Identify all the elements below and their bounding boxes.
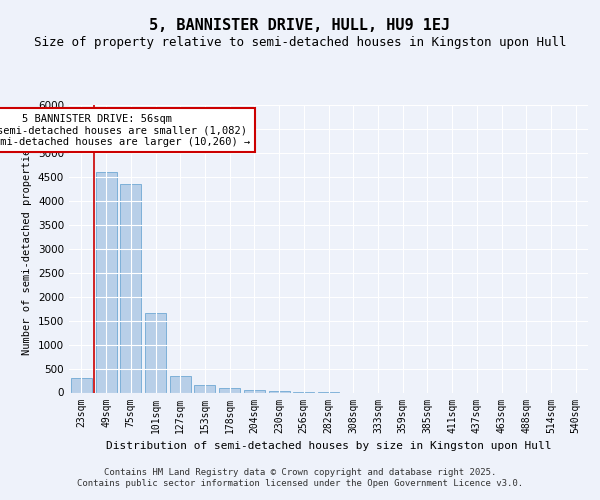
Bar <box>170 376 191 392</box>
Text: Contains HM Land Registry data © Crown copyright and database right 2025.
Contai: Contains HM Land Registry data © Crown c… <box>77 468 523 487</box>
Bar <box>95 172 116 392</box>
Bar <box>244 390 265 392</box>
Y-axis label: Number of semi-detached properties: Number of semi-detached properties <box>22 142 32 355</box>
Bar <box>120 184 141 392</box>
Text: 5, BANNISTER DRIVE, HULL, HU9 1EJ: 5, BANNISTER DRIVE, HULL, HU9 1EJ <box>149 18 451 32</box>
Text: 5 BANNISTER DRIVE: 56sqm
← 9% of semi-detached houses are smaller (1,082)
89% of: 5 BANNISTER DRIVE: 56sqm ← 9% of semi-de… <box>0 114 250 147</box>
Bar <box>145 314 166 392</box>
Bar <box>194 386 215 392</box>
Bar <box>219 388 240 392</box>
Text: Size of property relative to semi-detached houses in Kingston upon Hull: Size of property relative to semi-detach… <box>34 36 566 49</box>
X-axis label: Distribution of semi-detached houses by size in Kingston upon Hull: Distribution of semi-detached houses by … <box>106 441 551 451</box>
Bar <box>269 391 290 392</box>
Bar <box>71 378 92 392</box>
